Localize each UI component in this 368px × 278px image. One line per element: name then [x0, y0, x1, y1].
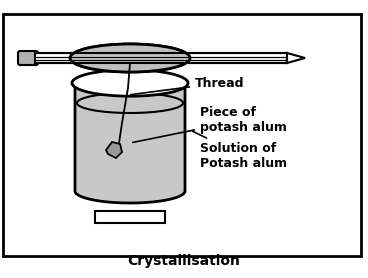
Bar — [35, 53, 287, 63]
Bar — [3, 14, 361, 256]
FancyBboxPatch shape — [18, 51, 38, 65]
Ellipse shape — [70, 44, 190, 72]
Text: Solution of
Potash alum: Solution of Potash alum — [192, 131, 287, 170]
Ellipse shape — [72, 70, 188, 96]
Polygon shape — [106, 142, 122, 158]
Text: Piece of
potash alum: Piece of potash alum — [133, 106, 287, 142]
Polygon shape — [287, 53, 305, 63]
Text: Thread: Thread — [131, 76, 244, 95]
Bar — [95, 211, 165, 223]
Ellipse shape — [70, 44, 190, 72]
Polygon shape — [75, 83, 185, 203]
Text: Crystallisation: Crystallisation — [128, 254, 240, 268]
Ellipse shape — [77, 93, 183, 113]
